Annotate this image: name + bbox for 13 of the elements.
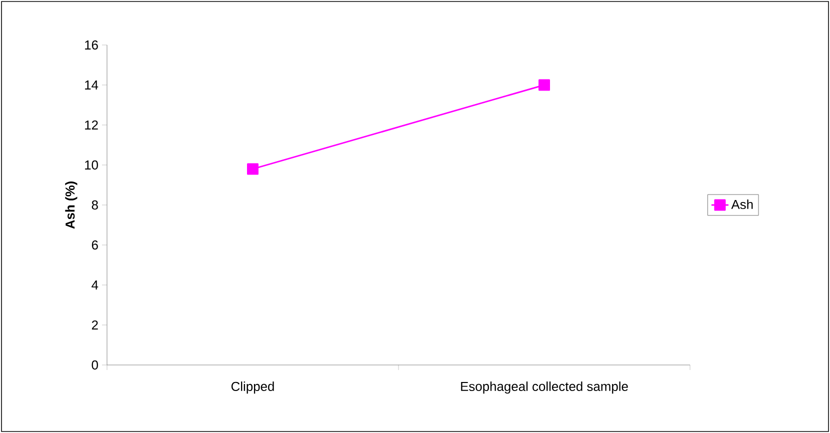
y-tick-label: 10 (85, 160, 98, 170)
legend-label: Ash (731, 200, 753, 210)
y-tick-label: 14 (85, 80, 98, 90)
y-axis-title: Ash (%) (65, 182, 78, 229)
y-tick-label: 16 (85, 40, 98, 50)
y-tick-label: 0 (92, 360, 98, 370)
y-tick-label: 12 (85, 120, 98, 130)
x-tick-label: Esophageal collected sample (461, 382, 628, 394)
y-tick-label: 6 (92, 240, 98, 250)
y-tick-label: 8 (92, 200, 98, 210)
y-tick-label: 4 (92, 280, 98, 290)
x-tick-label: Clipped (231, 382, 274, 394)
y-tick-label: 2 (92, 320, 98, 330)
